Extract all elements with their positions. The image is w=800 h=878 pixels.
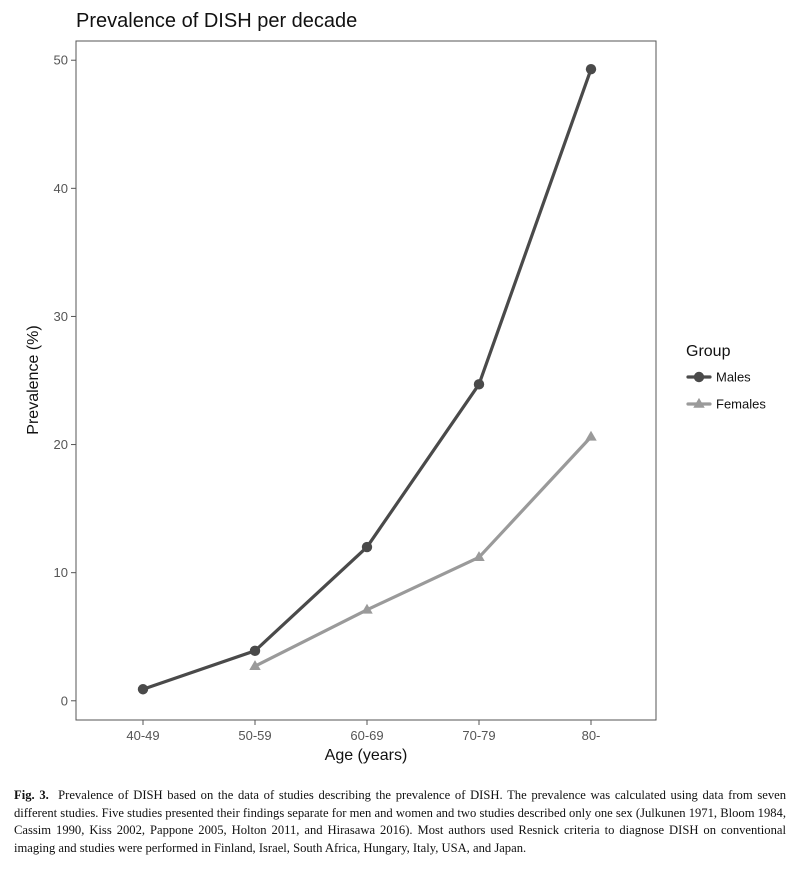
x-tick-label: 70-79 [462,728,495,743]
caption-label: Fig. 3. [14,788,49,802]
series-females [249,430,597,670]
chart-title: Prevalence of DISH per decade [76,10,357,32]
chart: Prevalence of DISH per decade 0 10 20 30 40 5… [25,10,766,764]
legend: Group Males Females [686,343,766,412]
x-axis: 40-49 50-59 60-69 70-79 80- [126,720,600,743]
females-point [249,660,261,670]
x-axis-label: Age (years) [325,747,408,764]
y-tick-label: 40 [54,181,68,196]
caption-text: Prevalence of DISH based on the data of … [14,788,787,855]
females-point [473,551,485,562]
series-layer [137,63,597,695]
males-point [361,541,373,553]
males-point [137,684,149,695]
series-males [137,63,597,695]
plot-panel [75,40,657,721]
legend-males-label: Males [716,370,751,385]
females-point [585,430,597,441]
x-tick-label: 80- [582,728,601,743]
y-tick-label: 10 [54,565,68,580]
y-tick-label: 20 [54,437,68,452]
legend-title: Group [686,343,731,360]
x-tick-label: 50-59 [238,728,271,743]
y-axis-label: Prevalence (%) [25,325,42,434]
y-axis: 0 10 20 30 40 50 [54,53,76,708]
males-point [585,63,597,75]
females-line [253,435,593,668]
legend-males-marker [693,371,705,383]
legend-females-label: Females [716,397,766,412]
legend-females-marker [693,397,705,408]
males-point [249,645,261,657]
males-point [473,379,485,390]
x-tick-label: 60-69 [350,728,383,743]
y-tick-label: 50 [54,53,68,68]
females-point [361,603,373,614]
y-tick-label: 0 [61,693,68,708]
x-tick-label: 40-49 [126,728,159,743]
y-tick-label: 30 [54,309,68,324]
figure-caption: Fig. 3. Prevalence of DISH based on the … [14,787,786,857]
